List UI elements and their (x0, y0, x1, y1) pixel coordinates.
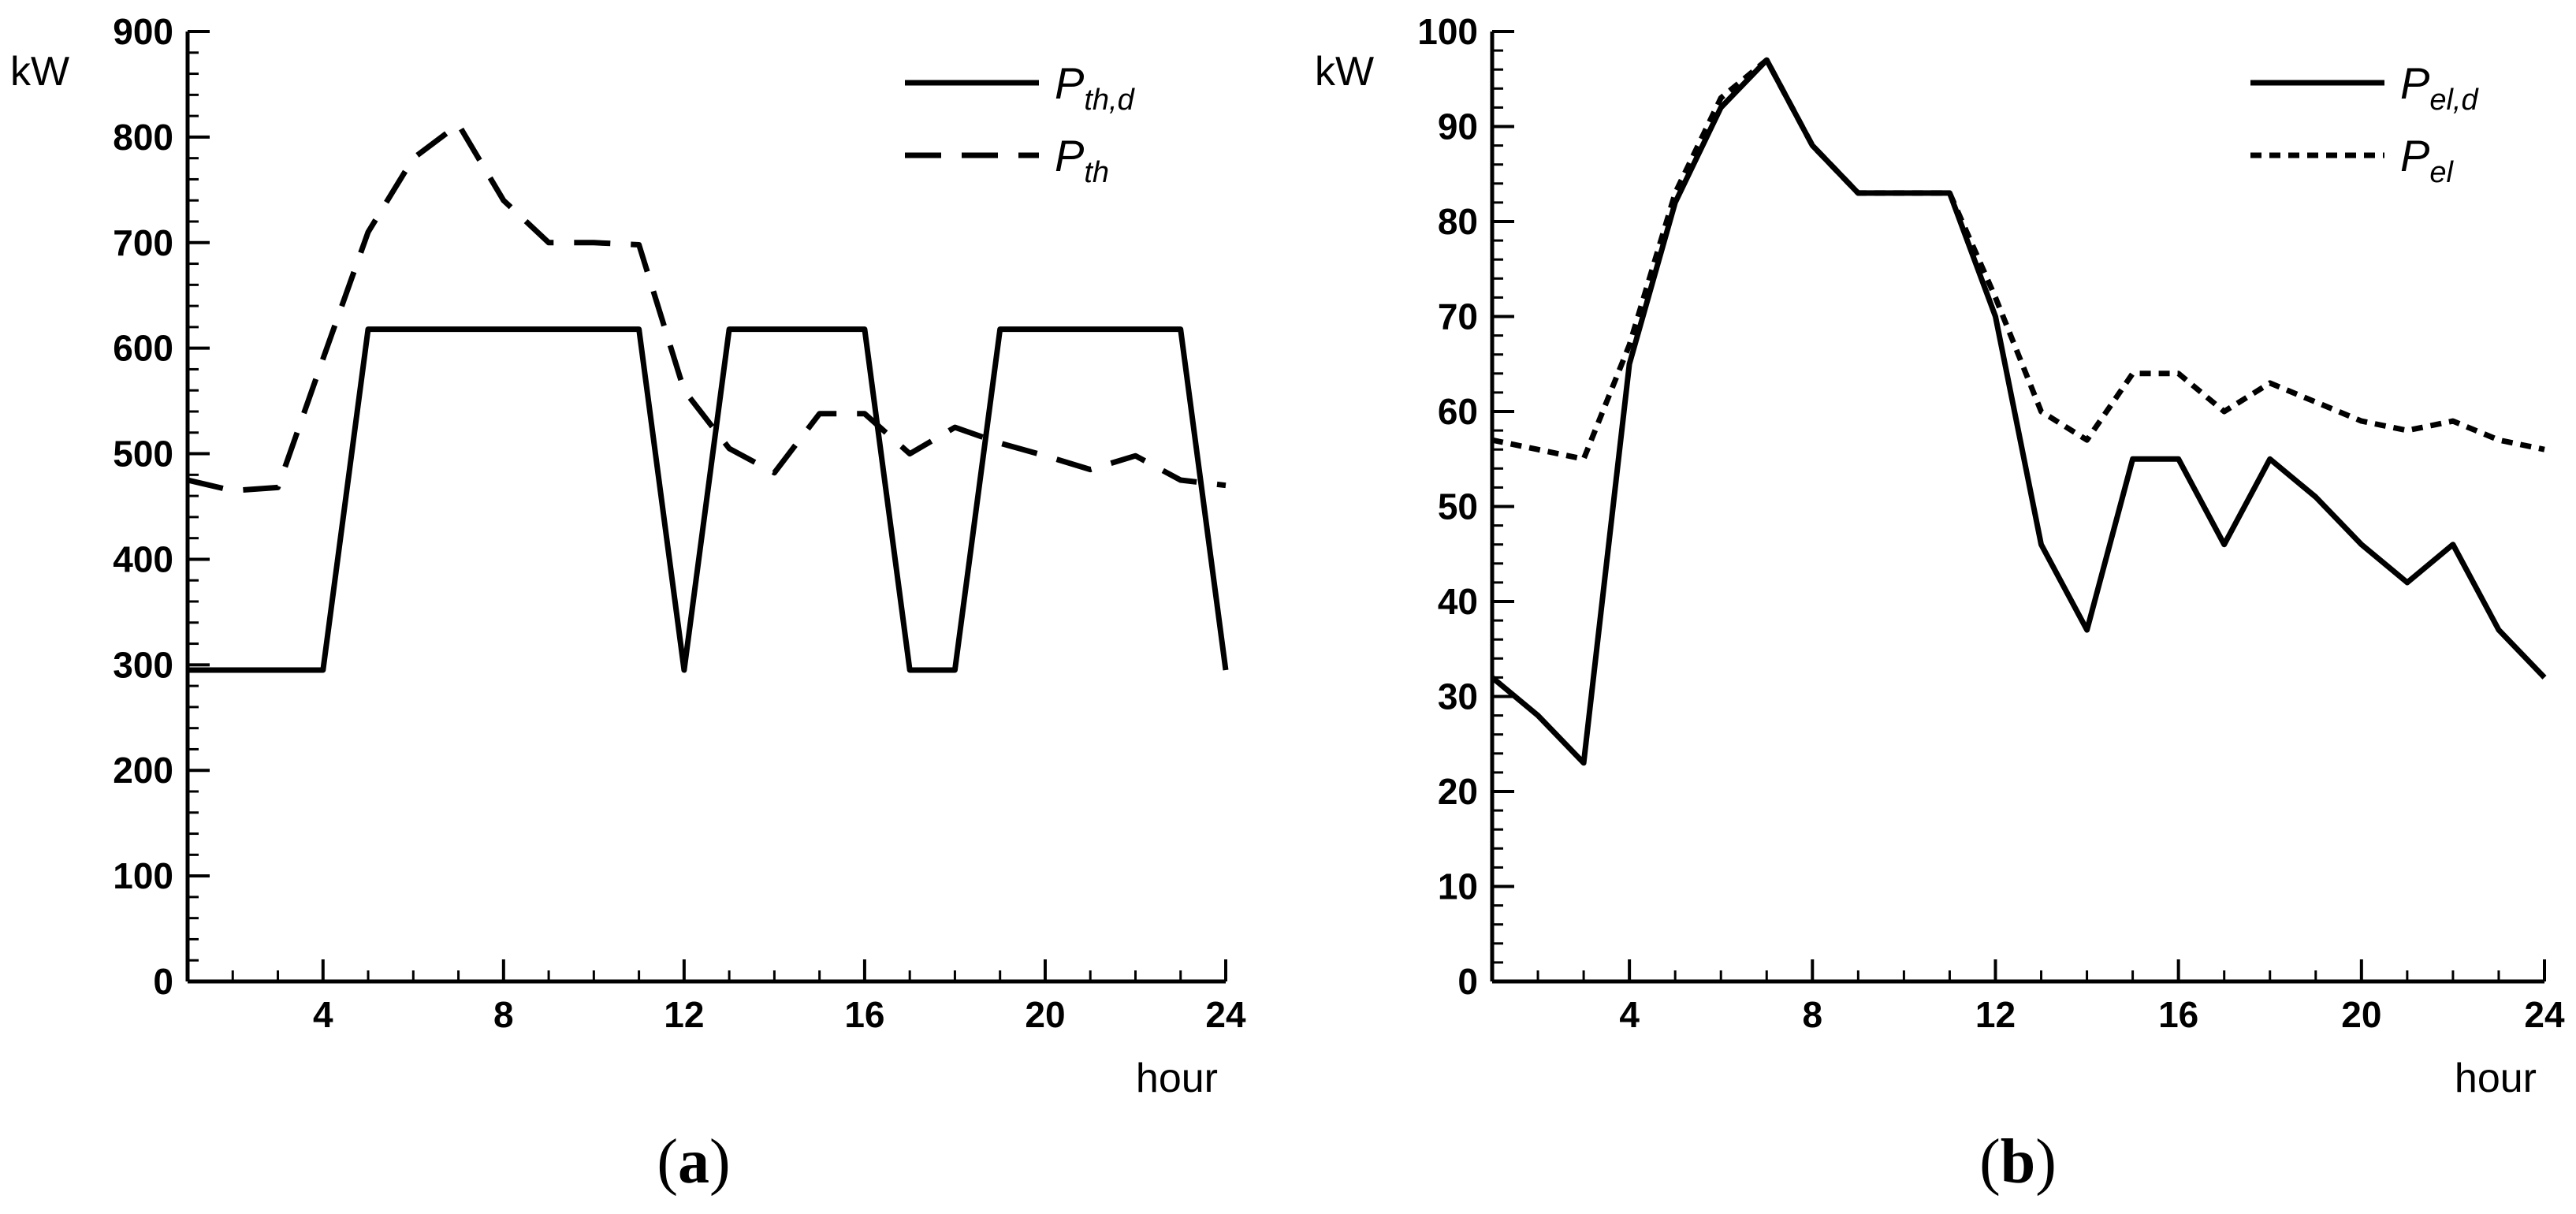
y-tick-label: 200 (113, 750, 173, 791)
y-tick-label: 700 (113, 222, 173, 263)
y-tick-label: 900 (113, 11, 173, 52)
x-tick-label: 16 (2158, 994, 2198, 1035)
panel-label: (b) (1979, 1127, 2057, 1197)
x-tick-label: 24 (2524, 994, 2565, 1035)
legend-entry: Pth,d (1055, 58, 1136, 117)
x-tick-label: 4 (313, 994, 333, 1035)
x-tick-label: 12 (664, 994, 704, 1035)
y-tick-label: 500 (113, 434, 173, 475)
y-tick-label: 600 (113, 328, 173, 369)
y-tick-label: 30 (1438, 676, 1478, 717)
legend-entry: Pel,d (2400, 58, 2479, 117)
legend-entry: Pth (1055, 131, 1109, 189)
chart-panel-a: 0 100 200 300 400 500 600 700 800 900 4 8 12 16 20 24 kW… (10, 11, 1246, 1197)
y-tick-label: 10 (1438, 866, 1478, 907)
y-axis-label: kW (1315, 49, 1374, 95)
series-line-th (187, 121, 1227, 493)
y-axis-label: kW (10, 49, 69, 95)
chart-panel-b: 0 10 20 30 40 50 60 70 80 90 100 4 8 12 16 20 24 kW hour Pe… (1315, 11, 2565, 1197)
x-tick-label: 16 (844, 994, 884, 1035)
y-tick-label: 100 (113, 855, 173, 896)
x-tick-label: 8 (1803, 994, 1823, 1035)
y-tick-label: 0 (153, 961, 173, 1002)
y-tick-label: 50 (1438, 486, 1478, 527)
panel-label: (a) (657, 1127, 730, 1197)
series-line-el-d (1490, 57, 2547, 766)
y-tick-label: 20 (1438, 771, 1478, 812)
x-axis-label: hour (1136, 1056, 1218, 1101)
x-tick-label: 8 (493, 994, 514, 1035)
y-tick-label: 400 (113, 538, 173, 579)
series-line-th-d (188, 326, 1229, 673)
x-tick-label: 20 (2341, 994, 2381, 1035)
x-tick-label: 24 (1205, 994, 1246, 1035)
y-tick-label: 40 (1438, 581, 1478, 622)
x-tick-label: 12 (1975, 994, 2016, 1035)
y-tick-label: 70 (1438, 296, 1478, 337)
y-tick-label: 60 (1438, 391, 1478, 432)
y-tick-label: 80 (1438, 201, 1478, 242)
x-tick-label: 4 (1619, 994, 1640, 1035)
y-tick-label: 0 (1457, 961, 1478, 1002)
y-tick-label: 90 (1438, 106, 1478, 147)
y-tick-label: 300 (113, 644, 173, 685)
series-line-el (1491, 57, 2545, 462)
legend-entry: Pel (2400, 131, 2454, 189)
y-tick-label: 800 (113, 117, 173, 158)
x-tick-label: 20 (1025, 994, 1065, 1035)
x-axis-label: hour (2455, 1056, 2537, 1101)
y-tick-label: 100 (1417, 11, 1478, 52)
